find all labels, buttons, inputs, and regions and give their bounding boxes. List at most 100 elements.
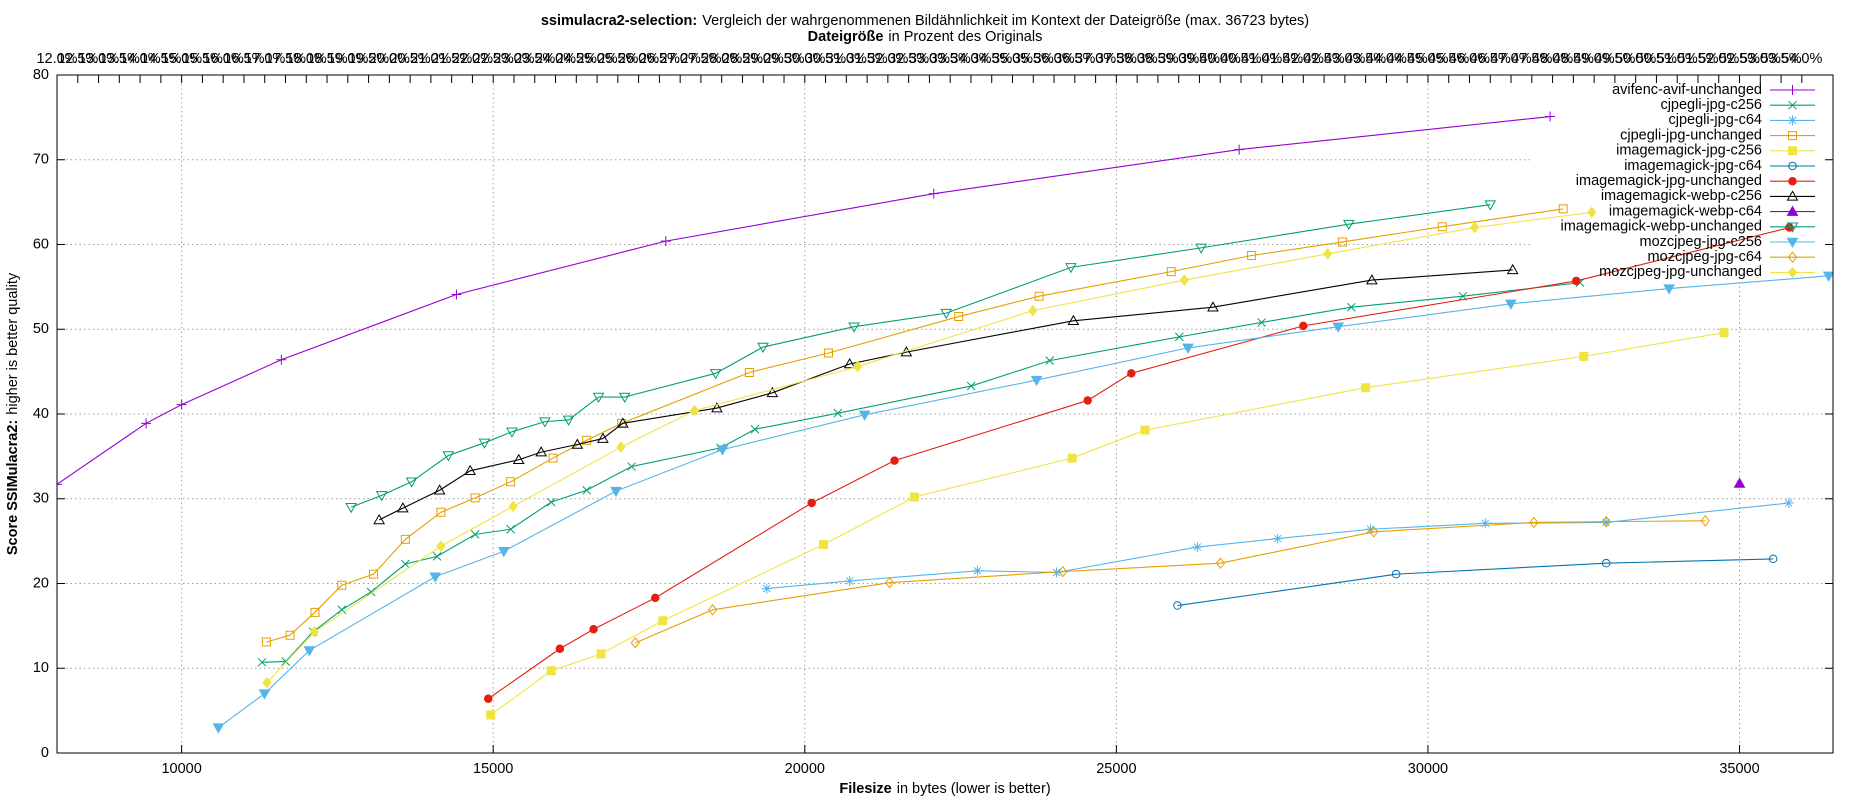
legend: avifenc-avif-unchangedcjpegli-jpg-c256cj… bbox=[1560, 82, 1815, 280]
data-point bbox=[1174, 332, 1184, 342]
x2-tick-label: 15.0% bbox=[161, 51, 202, 67]
legend-marker bbox=[1787, 251, 1798, 264]
data-point bbox=[506, 477, 516, 487]
x2-tick-label: 22.0% bbox=[452, 51, 493, 67]
data-point bbox=[303, 646, 316, 657]
x2-tick-label: 20.5% bbox=[390, 51, 431, 67]
data-point bbox=[1545, 111, 1556, 122]
x2-tick-label: 32.0% bbox=[867, 51, 908, 67]
data-point bbox=[436, 540, 446, 553]
data-point bbox=[1028, 304, 1038, 317]
data-point bbox=[627, 462, 636, 471]
data-point bbox=[618, 392, 631, 404]
x2-tick-label: 20.0% bbox=[369, 51, 410, 67]
legend-marker bbox=[1787, 266, 1798, 279]
data-point bbox=[658, 616, 668, 626]
legend-marker bbox=[1788, 100, 1797, 110]
data-point bbox=[337, 580, 347, 590]
data-point bbox=[1437, 222, 1447, 232]
data-point bbox=[1470, 221, 1480, 234]
data-point bbox=[486, 710, 496, 720]
x2-tick-label: 12.0% bbox=[36, 51, 77, 67]
x2-tick-label: 38.5% bbox=[1137, 51, 1178, 67]
data-point bbox=[546, 666, 556, 676]
x-tick-label: 25000 bbox=[1096, 761, 1136, 777]
data-point bbox=[610, 486, 622, 498]
legend-label: imagemagick-jpg-c64 bbox=[1624, 158, 1762, 174]
legend-marker bbox=[1788, 161, 1797, 171]
legend-label: avifenc-avif-unchanged bbox=[1612, 82, 1762, 98]
data-point bbox=[1166, 267, 1176, 277]
data-point bbox=[369, 569, 379, 579]
data-point bbox=[176, 399, 187, 410]
data-point bbox=[592, 392, 605, 404]
x2-tick-label: 48.0% bbox=[1532, 51, 1573, 67]
x2-tick-label: 15.5% bbox=[182, 51, 223, 67]
data-point bbox=[1361, 383, 1371, 393]
legend-label: imagemagick-webp-c64 bbox=[1609, 203, 1762, 219]
data-point bbox=[512, 453, 525, 465]
legend-marker bbox=[1786, 205, 1799, 216]
data-point bbox=[766, 386, 779, 398]
data-point bbox=[539, 417, 551, 428]
data-point bbox=[337, 605, 347, 615]
x2-tick-label: 52.0% bbox=[1698, 51, 1739, 67]
x2-tick-label: 51.5% bbox=[1677, 51, 1718, 67]
data-point bbox=[432, 552, 442, 561]
data-point bbox=[508, 500, 518, 513]
data-point bbox=[716, 445, 729, 456]
data-point bbox=[478, 438, 491, 449]
data-point bbox=[451, 289, 462, 300]
data-point bbox=[853, 360, 863, 373]
x2-tick-label: 41.0% bbox=[1241, 51, 1282, 67]
x2-tick-label: 35.0% bbox=[992, 51, 1033, 67]
data-point bbox=[843, 357, 856, 369]
y-tick-label: 30 bbox=[33, 491, 49, 507]
data-point bbox=[884, 576, 895, 589]
x2-tick-label: 23.0% bbox=[493, 51, 534, 67]
legend-label: cjpegli-jpg-unchanged bbox=[1620, 127, 1762, 143]
x-tick-label: 15000 bbox=[473, 761, 513, 777]
data-point bbox=[436, 507, 446, 517]
data-point bbox=[689, 404, 700, 417]
x2-tick-label: 52.5% bbox=[1719, 51, 1760, 67]
x-tick-label: 10000 bbox=[161, 761, 201, 777]
data-point bbox=[1504, 299, 1517, 310]
data-point bbox=[562, 415, 575, 426]
data-point bbox=[1045, 356, 1055, 365]
data-point bbox=[262, 676, 272, 689]
data-point bbox=[1083, 396, 1092, 405]
data-point bbox=[707, 603, 718, 616]
data-point bbox=[844, 575, 855, 586]
data-point bbox=[1822, 271, 1833, 282]
data-point bbox=[1140, 425, 1150, 435]
data-point bbox=[589, 625, 598, 634]
series-line bbox=[266, 208, 1564, 643]
x2-tick-label: 27.0% bbox=[660, 51, 701, 67]
data-point bbox=[506, 427, 518, 438]
data-point bbox=[276, 354, 287, 365]
data-point bbox=[1700, 514, 1710, 527]
x2-tick-label: 43.0% bbox=[1324, 51, 1365, 67]
data-point bbox=[890, 456, 899, 465]
data-point bbox=[1601, 517, 1612, 528]
data-point bbox=[750, 424, 760, 434]
y-tick-label: 40 bbox=[33, 406, 49, 422]
x-axis-label: Filesize in bytes (lower is better) bbox=[839, 781, 1050, 797]
data-point bbox=[823, 348, 833, 358]
data-point bbox=[1332, 322, 1345, 333]
x2-tick-label: 49.0% bbox=[1574, 51, 1615, 67]
x2-tick-label: 54.0% bbox=[1781, 51, 1822, 67]
data-point bbox=[1127, 369, 1136, 378]
data-point bbox=[1207, 301, 1219, 312]
x2-tick-label: 53.0% bbox=[1740, 51, 1781, 67]
data-point bbox=[1195, 243, 1207, 254]
y-tick-label: 20 bbox=[33, 575, 49, 591]
data-point bbox=[757, 342, 769, 354]
x2-tick-label: 29.5% bbox=[763, 51, 804, 67]
data-point bbox=[660, 236, 671, 247]
x2-tick-label: 44.0% bbox=[1366, 51, 1407, 67]
data-point bbox=[396, 502, 409, 513]
x2-tick-label: 25.5% bbox=[597, 51, 638, 67]
x2-tick-label: 48.5% bbox=[1553, 51, 1594, 67]
